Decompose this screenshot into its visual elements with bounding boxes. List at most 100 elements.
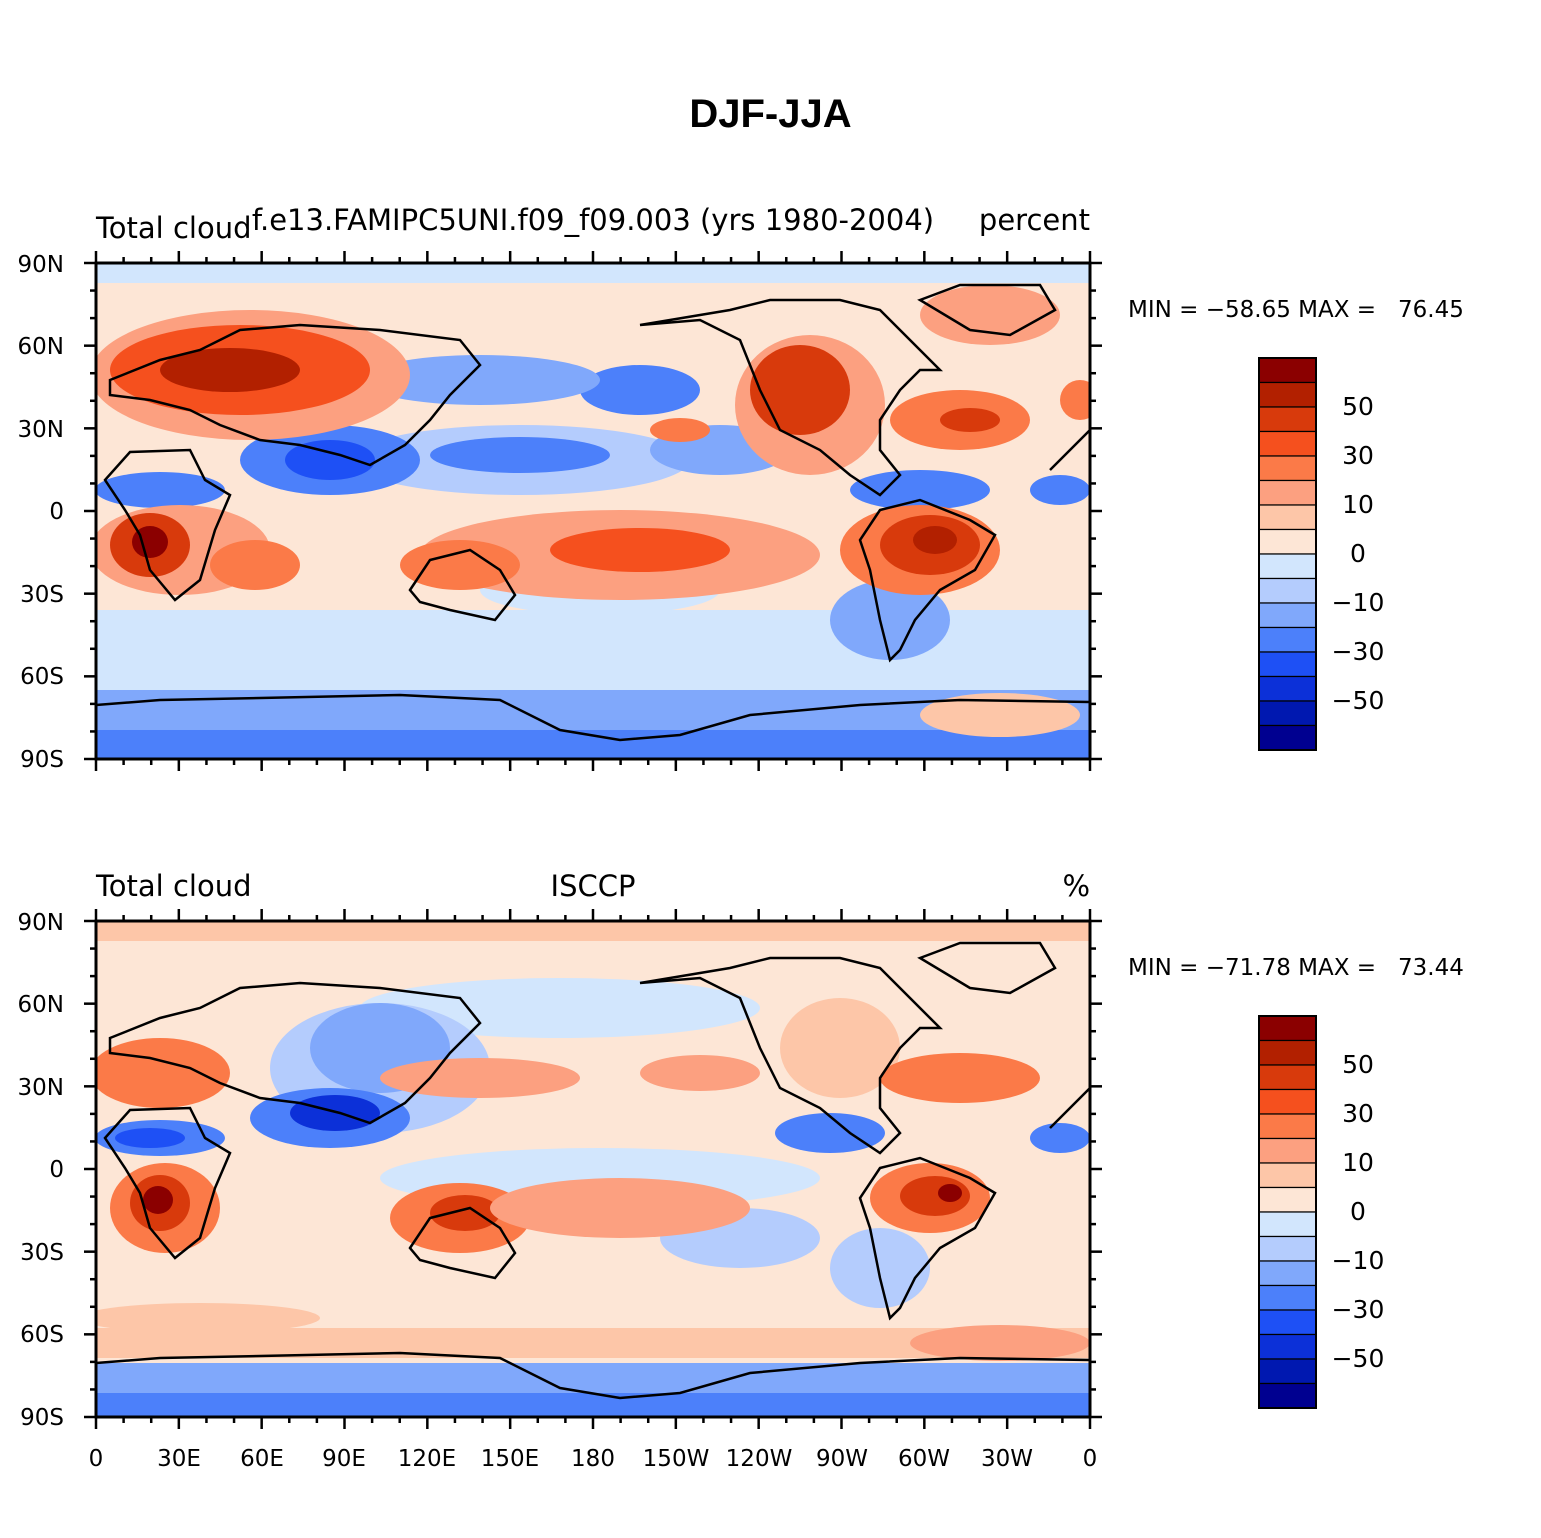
colorbar-swatch — [1258, 700, 1317, 727]
lat-tick: 30N — [18, 1075, 64, 1101]
lat-tick: 90S — [20, 747, 64, 773]
lon-tick-labels: 0 30E 60E 90E 120E 150E 180 150W 120W 90… — [89, 788, 1098, 790]
colorbar-swatch — [1258, 406, 1317, 433]
panel-observation: Total cloud ISCCP % — [18, 869, 1464, 1468]
axis-ticks — [84, 251, 1102, 771]
colorbar-swatch — [1258, 626, 1317, 653]
stats-label: MIN = −58.65 MAX = 76.45 — [1128, 297, 1464, 323]
lat-tick: 30S — [20, 1240, 64, 1266]
lat-tick: 60S — [20, 1322, 64, 1348]
colorbar-label: −10 — [1332, 1246, 1385, 1275]
lon-tick: 0 — [89, 788, 104, 790]
colorbar-label: −10 — [1332, 588, 1385, 617]
panel-right-label: % — [1062, 869, 1090, 903]
colorbar-label: 50 — [1342, 1050, 1374, 1079]
colorbar-swatch — [1258, 1113, 1317, 1140]
colorbar-swatch — [1258, 553, 1317, 580]
colorbar-swatch — [1258, 1186, 1317, 1213]
lon-tick: 30W — [981, 788, 1033, 790]
lat-tick-labels: 90N 60N 30N 0 30S 60S 90S — [18, 252, 64, 773]
colorbar-swatch — [1258, 1015, 1317, 1042]
lat-tick: 30S — [20, 582, 64, 608]
colorbar: 50 30 10 0 −10 −30 −50 — [1258, 357, 1385, 751]
lat-tick: 90N — [18, 252, 64, 278]
lon-tick: 90E — [322, 1446, 366, 1468]
lon-tick: 60E — [240, 788, 284, 790]
colorbar-swatch — [1258, 1382, 1317, 1409]
colorbar-label: −50 — [1332, 1344, 1385, 1373]
lon-tick: 30W — [981, 1446, 1033, 1468]
colorbar-swatch — [1258, 1137, 1317, 1164]
lat-tick: 30N — [18, 417, 64, 443]
colorbar-label: 0 — [1350, 1197, 1366, 1226]
colorbar-swatch — [1258, 479, 1317, 506]
colorbar: 50 30 10 0 −10 −30 −50 — [1258, 1015, 1385, 1409]
colorbar-swatch — [1258, 1064, 1317, 1091]
lon-tick: 60W — [898, 1446, 950, 1468]
colorbar-swatch — [1258, 430, 1317, 457]
lon-tick: 150W — [643, 1446, 710, 1468]
lon-tick: 30E — [157, 788, 201, 790]
colorbar-swatch — [1258, 1284, 1317, 1311]
colorbar-frame — [1258, 1015, 1317, 1409]
colorbar-label: 50 — [1342, 392, 1374, 421]
colorbar-swatch — [1258, 1162, 1317, 1189]
colorbar-label: −30 — [1332, 637, 1385, 666]
lat-tick: 0 — [49, 1157, 64, 1183]
lon-tick: 180 — [571, 788, 615, 790]
lat-tick: 60N — [18, 992, 64, 1018]
lon-tick: 90W — [816, 1446, 868, 1468]
lat-tick-labels: 90N 60N 30N 0 30S 60S 90S — [18, 910, 64, 1431]
panel-left-label: Total cloud — [95, 869, 251, 903]
lon-tick: 60W — [898, 788, 950, 790]
panel-right-label: percent — [979, 203, 1090, 237]
colorbar-swatch — [1258, 528, 1317, 555]
lat-tick: 0 — [49, 499, 64, 525]
panel-center-label: f.e13.FAMIPC5UNI.f09_f09.003 (yrs 1980-2… — [252, 203, 934, 237]
lon-tick: 120W — [726, 788, 793, 790]
colorbar-label: 0 — [1350, 539, 1366, 568]
colorbar-swatch — [1258, 1333, 1317, 1360]
lon-tick: 120E — [398, 1446, 456, 1468]
colorbar-frame — [1258, 357, 1317, 751]
lat-tick: 90S — [20, 1405, 64, 1431]
colorbar-swatch — [1258, 1088, 1317, 1115]
map-field — [96, 263, 1090, 759]
colorbar-swatch — [1258, 1211, 1317, 1238]
colorbar-label: 30 — [1342, 441, 1374, 470]
lat-tick: 60S — [20, 664, 64, 690]
colorbar-label: 10 — [1342, 1148, 1374, 1177]
figure-title: DJF-JJA — [689, 92, 852, 136]
lon-tick: 150E — [481, 788, 539, 790]
colorbar-swatch — [1258, 1309, 1317, 1336]
axis-ticks — [84, 909, 1102, 1429]
colorbar-swatch — [1258, 1039, 1317, 1066]
lon-tick: 150W — [643, 788, 710, 790]
lon-tick: 60E — [240, 1446, 284, 1468]
lon-tick: 180 — [571, 1446, 615, 1468]
lon-tick: 0 — [1083, 1446, 1098, 1468]
lon-tick-labels: 0 30E 60E 90E 120E 150E 180 150W 120W 90… — [89, 1446, 1098, 1468]
coastlines — [96, 941, 1090, 1400]
colorbar-swatch — [1258, 724, 1317, 751]
lon-tick: 90W — [816, 788, 868, 790]
colorbar-swatch — [1258, 1235, 1317, 1262]
colorbar-swatch — [1258, 455, 1317, 482]
lon-tick: 30E — [157, 1446, 201, 1468]
stats-label: MIN = −71.78 MAX = 73.44 — [1128, 955, 1464, 981]
colorbar-label: 10 — [1342, 490, 1374, 519]
colorbar-swatch — [1258, 1358, 1317, 1385]
colorbar-swatch — [1258, 651, 1317, 678]
lon-tick: 90E — [322, 788, 366, 790]
colorbar-swatch — [1258, 602, 1317, 629]
colorbar-swatch — [1258, 504, 1317, 531]
panel-model: Total cloud f.e13.FAMIPC5UNI.f09_f09.003… — [18, 203, 1464, 790]
colorbar-swatch — [1258, 1260, 1317, 1287]
colorbar-swatch — [1258, 577, 1317, 604]
colorbar-swatch — [1258, 357, 1317, 384]
lat-tick: 60N — [18, 334, 64, 360]
colorbar-label: 30 — [1342, 1099, 1374, 1128]
map-field — [96, 921, 1090, 1417]
lon-tick: 120W — [726, 1446, 793, 1468]
coastlines — [96, 283, 1090, 742]
